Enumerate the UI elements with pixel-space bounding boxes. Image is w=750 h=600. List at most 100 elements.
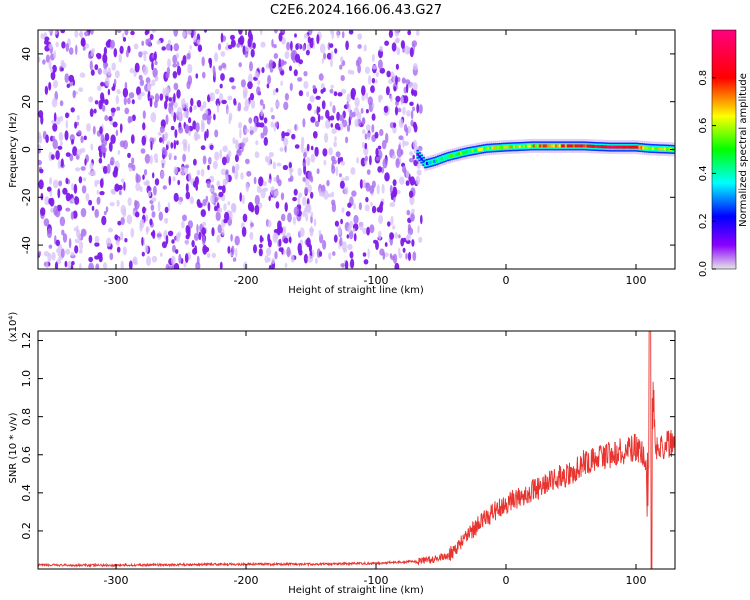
heatmap-noise-cell [127,197,132,207]
heatmap-noise-cell [118,53,123,63]
heatmap-signal-core [420,157,423,161]
heatmap-noise-cell [151,138,155,145]
heatmap-noise-cell [185,239,189,246]
heatmap-noise-cell [348,30,354,35]
heatmap-noise-cell [310,225,313,234]
heatmap-noise-cell [330,58,333,68]
heatmap-signal-core [554,144,558,148]
heatmap-noise-cell [120,217,125,225]
heatmap-noise-cell [291,133,296,140]
heatmap-noise-cell [319,43,326,54]
heatmap-noise-cell [182,153,187,162]
heatmap-noise-cell [108,141,113,152]
heatmap-noise-cell [294,144,300,149]
heatmap-noise-cell [293,188,298,196]
heatmap-noise-cell [102,165,108,174]
heatmap-noise-cell [306,91,310,97]
heatmap-signal-core [456,152,459,156]
heatmap-noise-cell [339,237,343,247]
heatmap-noise-cell [176,65,182,76]
heatmap-noise-cell [382,251,386,260]
heatmap-noise-cell [110,134,116,144]
x-tick-label: 100 [626,574,647,587]
heatmap-signal-core [590,144,594,148]
heatmap-signal-core [580,144,584,148]
heatmap-noise-cell [195,73,199,79]
heatmap-noise-cell [109,202,115,207]
heatmap-noise-cell [101,104,106,112]
heatmap-noise-cell [126,97,131,105]
heatmap-noise-cell [302,210,306,217]
heatmap-noise-cell [396,147,403,158]
heatmap-noise-cell [70,211,75,220]
heatmap-noise-cell [213,160,218,170]
heatmap-noise-cell [221,62,227,69]
heatmap-noise-cell [321,100,326,110]
heatmap-noise-cell [45,54,51,63]
y-tick-label: 0.8 [20,408,33,426]
heatmap-noise-cell [52,123,58,132]
heatmap-noise-cell [241,194,245,205]
heatmap-noise-cell [359,179,363,189]
heatmap-noise-cell [359,221,364,231]
heatmap-noise-cell [284,93,289,101]
colorbar-gradient [711,29,737,270]
heatmap-noise-cell [153,185,157,196]
heatmap-noise-cell [85,193,90,202]
heatmap-noise-cell [168,97,172,102]
heatmap-noise-cell [284,262,288,268]
heatmap-noise-cell [217,185,224,190]
heatmap-noise-cell [89,30,94,35]
heatmap-signal-core [560,144,564,148]
heatmap-noise-cell [84,31,89,37]
heatmap-noise-cell [231,165,236,174]
heatmap-noise-cell [54,30,58,35]
heatmap-noise-cell [106,237,112,247]
heatmap-noise-cell [248,73,253,84]
heatmap-noise-cell [178,253,182,264]
heatmap-noise-cell [102,53,108,64]
heatmap-noise-cell [412,154,415,160]
heatmap-signal-core [640,146,643,150]
heatmap-signal-core [630,145,634,149]
heatmap-noise-cell [350,258,355,269]
heatmap-noise-cell [354,118,359,128]
heatmap-noise-cell [89,60,93,71]
heatmap-noise-cell [267,156,272,166]
heatmap-signal-core [661,147,665,151]
heatmap-noise-cell [51,251,56,261]
heatmap-noise-cell [353,233,357,242]
heatmap-noise-cell [380,201,384,207]
heatmap-signal-core [426,161,429,165]
heatmap-noise-cell [298,249,303,256]
heatmap-noise-cell [409,176,415,186]
heatmap-noise-cell [168,175,172,186]
heatmap-noise-cell [78,32,84,37]
heatmap-signal-core [642,146,645,150]
heatmap-noise-cell [80,135,84,144]
heatmap-noise-cell [173,30,179,37]
colorbar-tick-label: 0.4 [698,165,709,181]
heatmap-noise-cell [100,143,106,153]
heatmap-noise-cell [253,176,257,185]
heatmap-noise-cell [260,41,266,48]
heatmap-noise-cell [242,213,248,223]
heatmap-noise-cell [157,131,162,136]
heatmap-noise-cell [376,184,380,195]
heatmap-noise-cell [50,154,55,160]
heatmap-noise-cell [411,88,414,96]
heatmap-noise-cell [105,206,109,213]
heatmap-noise-cell [106,163,111,174]
heatmap-noise-cell [219,261,223,269]
heatmap-noise-cell [213,113,216,121]
heatmap-noise-cell [384,172,390,182]
heatmap-noise-cell [97,85,102,91]
heatmap-noise-cell [173,192,179,202]
heatmap-noise-cell [122,87,129,98]
heatmap-noise-cell [128,167,133,172]
heatmap-noise-cell [214,151,220,161]
heatmap-noise-cell [153,51,157,61]
heatmap-noise-cell [337,92,343,97]
heatmap-noise-cell [300,136,305,147]
